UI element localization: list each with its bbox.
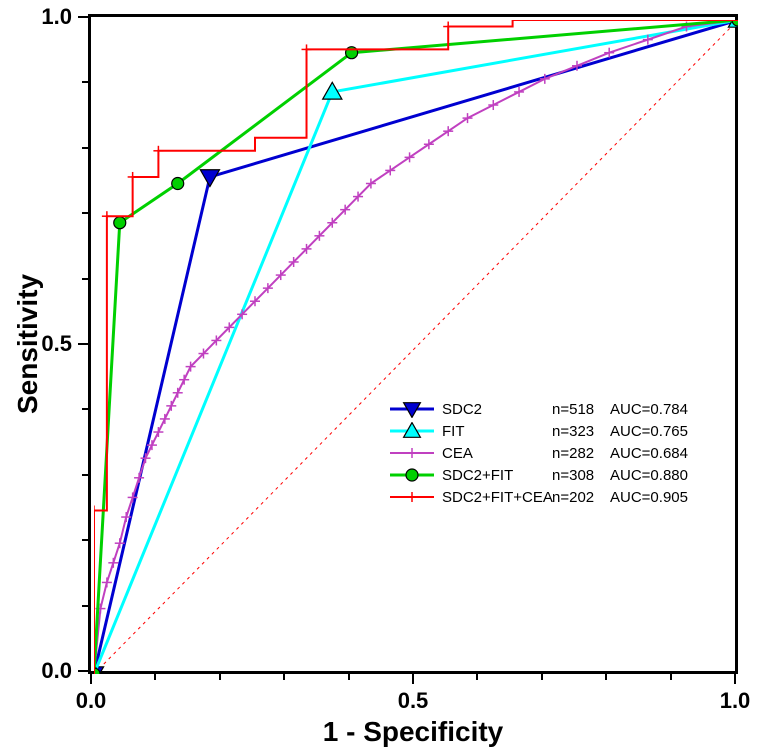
legend-auc: AUC=0.684 [610,445,688,462]
legend-auc: AUC=0.784 [610,401,688,418]
legend-series-name: SDC2+FIT [442,467,552,484]
legend-swatch [390,466,434,484]
y-tick-label: 0.0 [41,658,72,684]
legend-swatch [390,400,434,418]
legend-n: n=282 [552,445,610,462]
y-tick-label: 1.0 [41,4,72,30]
y-tick [82,539,88,541]
x-tick [670,674,672,680]
legend-row: CEAn=282AUC=0.684 [390,444,688,462]
legend-swatch [390,444,434,462]
roc-svg [94,20,738,674]
legend: SDC2n=518AUC=0.784FITn=323AUC=0.765CEAn=… [390,400,688,510]
x-tick [90,674,92,684]
x-tick [154,674,156,680]
legend-n: n=202 [552,489,610,506]
diagonal-reference-line [94,20,738,674]
y-tick [82,408,88,410]
x-tick [219,674,221,680]
legend-series-name: SDC2+FIT+CEA [442,489,552,506]
legend-series-name: SDC2 [442,401,552,418]
legend-auc: AUC=0.880 [610,467,688,484]
roc-plot-area [88,14,738,674]
x-axis-title: 1 - Specificity [323,716,504,748]
x-tick-label: 0.5 [398,688,429,714]
legend-row: SDC2+FIT+CEAn=202AUC=0.905 [390,488,688,506]
y-tick [82,474,88,476]
y-tick [82,147,88,149]
x-tick-label: 1.0 [720,688,751,714]
legend-row: SDC2+FITn=308AUC=0.880 [390,466,688,484]
legend-n: n=323 [552,423,610,440]
legend-auc: AUC=0.905 [610,489,688,506]
y-tick [78,343,88,345]
legend-series-name: CEA [442,445,552,462]
x-tick [348,674,350,680]
x-tick [541,674,543,680]
legend-row: SDC2n=518AUC=0.784 [390,400,688,418]
legend-auc: AUC=0.765 [610,423,688,440]
legend-swatch [390,422,434,440]
y-tick [82,81,88,83]
x-tick [476,674,478,680]
legend-series-name: FIT [442,423,552,440]
y-tick [78,670,88,672]
y-tick [82,278,88,280]
legend-n: n=518 [552,401,610,418]
x-tick [412,674,414,684]
x-tick [734,674,736,684]
y-tick [78,16,88,18]
legend-n: n=308 [552,467,610,484]
y-tick [82,605,88,607]
legend-swatch [390,488,434,506]
y-tick [82,212,88,214]
x-tick [605,674,607,680]
legend-row: FITn=323AUC=0.765 [390,422,688,440]
y-tick-label: 0.5 [41,331,72,357]
x-tick [283,674,285,680]
y-axis-title: Sensitivity [12,274,44,414]
x-tick-label: 0.0 [76,688,107,714]
